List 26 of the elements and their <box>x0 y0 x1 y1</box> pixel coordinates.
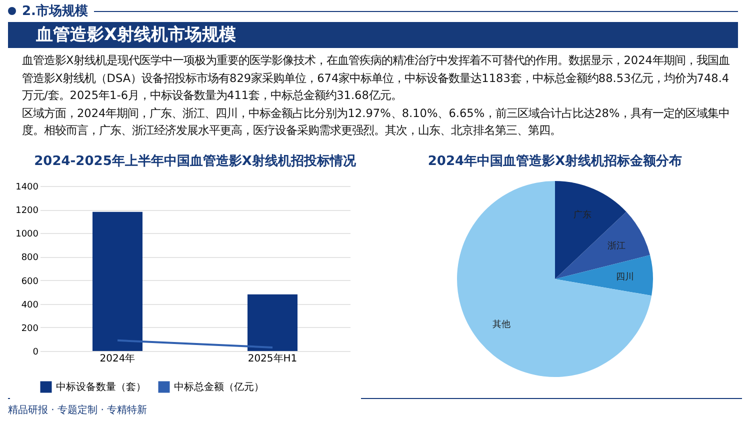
legend-label: 中标总金额（亿元） <box>174 381 264 393</box>
pie-slice <box>555 255 653 296</box>
y-tick-label: 0 <box>32 348 39 358</box>
y-tick-label: 400 <box>21 300 39 310</box>
pie-slice <box>555 212 650 279</box>
slice-label: 四川 <box>616 271 634 282</box>
x-tick-label: 2025年H1 <box>248 352 298 364</box>
slice-label: 其他 <box>492 319 510 330</box>
text: 血管造影X射线机市场规模 <box>8 22 738 48</box>
slice-label: 广东 <box>574 210 592 221</box>
text: 区域方面，2024年期间，广东、浙江、四川，中标金额占比分别为12.97%、8.10%、6.65%，前三区域合计占比达28%，具有一定的区域集中度。相较而言，广东、浙江经济发展水平更高，医疗设备采购需求更强烈。其次，山东、北京排名第三、第四。 <box>22 106 731 139</box>
x-tick-label: 2024年 <box>100 352 136 364</box>
text: 2.市场规模 <box>22 2 88 20</box>
legend-label: 中标设备数量（套） <box>56 381 146 393</box>
y-tick-label: 200 <box>21 324 39 334</box>
y-tick-label: 600 <box>21 276 39 287</box>
y-tick-label: 1200 <box>16 206 39 216</box>
slice-label: 浙江 <box>607 240 626 252</box>
pie-slice <box>457 181 652 377</box>
y-tick-label: 1400 <box>16 182 39 192</box>
text: 血管造影X射线机是现代医学中一项极为重要的医学影像技术，在血管疾病的精准治疗中发挥着不可替代的作用。数据显示，2024年期间，我国血管造影X射线机（DSA）设备招投标市场有829家采购单位，674家中标单位，中标设备数量达1183套，中标总金额约88.53亿元，均价为748.4万元/套。2025年1-6月，中标设备数量为411套，中标总金额约31.68亿元。 <box>22 53 730 104</box>
y-tick-label: 1000 <box>16 230 39 240</box>
y-tick-label: 800 <box>21 253 39 264</box>
chart-title: 2024-2025年上半年中国血管造影X射线机招投标情况 <box>34 154 357 169</box>
text: 精品研报 · 专题定制 · 专精特新 <box>8 404 148 417</box>
chart-title: 2024年中国血管造影X射线机招标金额分布 <box>428 153 682 169</box>
